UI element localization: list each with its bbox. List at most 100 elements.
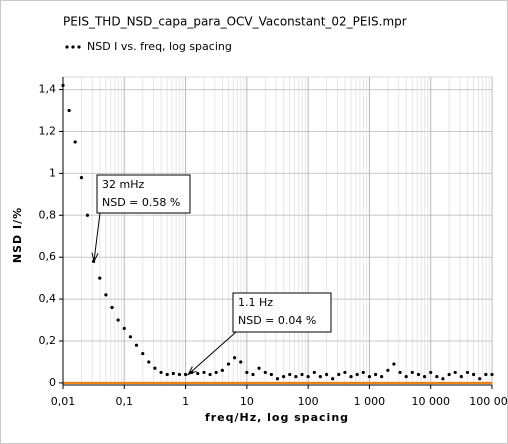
data-point [233, 356, 237, 360]
data-point [343, 370, 347, 375]
data-point [465, 370, 470, 375]
data-point [422, 375, 427, 379]
data-point [183, 372, 188, 377]
legend-symbol [77, 45, 81, 49]
data-point [447, 372, 451, 377]
chart-title: PEIS_THD_NSD_capa_para_OCV_Vaconstant_02… [63, 15, 407, 29]
y-tick-label: 1,2 [39, 124, 57, 137]
data-point [104, 293, 108, 297]
data-point [288, 372, 292, 377]
data-point [79, 175, 84, 180]
legend-symbol [71, 45, 75, 49]
data-point [85, 213, 90, 217]
data-point [318, 375, 322, 379]
data-point [220, 368, 224, 372]
annotation-arrow [93, 212, 101, 262]
plot-area [62, 76, 493, 386]
annotation-text: NSD = 0.04 % [238, 314, 316, 327]
x-tick-label: 0,01 [51, 395, 76, 408]
annotation-box [232, 292, 332, 333]
data-point [282, 375, 286, 379]
data-point [294, 375, 298, 379]
data-point [177, 372, 182, 377]
data-point [141, 351, 145, 356]
data-point [361, 370, 365, 375]
data-point [196, 371, 200, 376]
data-point [122, 326, 126, 331]
data-point [275, 377, 280, 381]
x-tick-label: 1 000 [354, 395, 386, 408]
y-tick-label: 0,8 [39, 208, 57, 221]
data-point [355, 372, 359, 377]
data-point [257, 366, 261, 370]
data-point [128, 335, 133, 339]
arrow-head [91, 252, 99, 263]
data-point [429, 370, 433, 375]
y-tick-label: 0,4 [39, 292, 57, 305]
data-point [441, 377, 445, 381]
data-point [153, 366, 157, 370]
data-point [61, 83, 65, 87]
data-point [416, 372, 421, 377]
annotation-box [96, 174, 191, 214]
y-tick-label: 1,4 [39, 83, 57, 96]
y-tick-label: 0,6 [39, 250, 57, 263]
x-tick-label: 10 [240, 395, 254, 408]
x-axis-label: freq/Hz, log spacing [205, 411, 349, 424]
data-point [331, 377, 335, 381]
x-tick-label: 1 [182, 395, 189, 408]
data-point [435, 375, 439, 379]
data-point [380, 375, 384, 379]
data-point [251, 372, 255, 377]
data-point [226, 362, 231, 366]
data-point [239, 360, 243, 364]
legend-symbol [65, 45, 69, 49]
data-point [263, 370, 267, 375]
data-point [98, 276, 102, 280]
data-point [202, 370, 206, 375]
data-point [110, 305, 114, 310]
data-point [404, 375, 408, 379]
x-tick-label: 100 [298, 395, 319, 408]
annotation-text: 1.1 Hz [238, 296, 273, 309]
data-point [478, 377, 482, 381]
data-point [410, 370, 414, 375]
data-point [386, 368, 390, 372]
legend-label: NSD I vs. freq, log spacing [87, 40, 232, 53]
data-point [214, 370, 218, 375]
data-point [398, 370, 402, 375]
data-point [67, 108, 71, 113]
x-tick-label: 0,1 [116, 395, 134, 408]
data-point [134, 343, 139, 347]
arrow-head [187, 366, 197, 376]
data-point [392, 362, 396, 366]
data-point [73, 140, 77, 144]
y-tick-label: 0 [49, 376, 56, 389]
annotation-arrow [187, 331, 237, 375]
data-point [159, 370, 163, 375]
data-point [453, 370, 457, 375]
data-point [269, 372, 273, 377]
y-tick-label: 0,2 [39, 334, 57, 347]
data-point [306, 375, 310, 379]
annotation-text: NSD = 0.58 % [102, 196, 180, 209]
data-point [484, 372, 488, 377]
data-point [208, 372, 212, 377]
data-point [337, 372, 341, 377]
x-tick-label: 10 000 [411, 395, 450, 408]
data-point [490, 372, 494, 377]
data-point [245, 370, 249, 375]
data-point [300, 372, 304, 377]
data-point [472, 372, 476, 377]
x-tick-label: 100 000 [469, 395, 508, 408]
data-point [312, 370, 316, 375]
data-point [171, 371, 175, 376]
data-point [165, 372, 169, 377]
annotation-text: 32 mHz [102, 178, 144, 191]
data-point [349, 375, 353, 379]
data-point [367, 375, 372, 379]
data-point [324, 372, 329, 377]
y-axis-label: NSD I/% [11, 207, 24, 263]
y-tick-label: 1 [49, 166, 56, 179]
data-point [459, 375, 463, 379]
